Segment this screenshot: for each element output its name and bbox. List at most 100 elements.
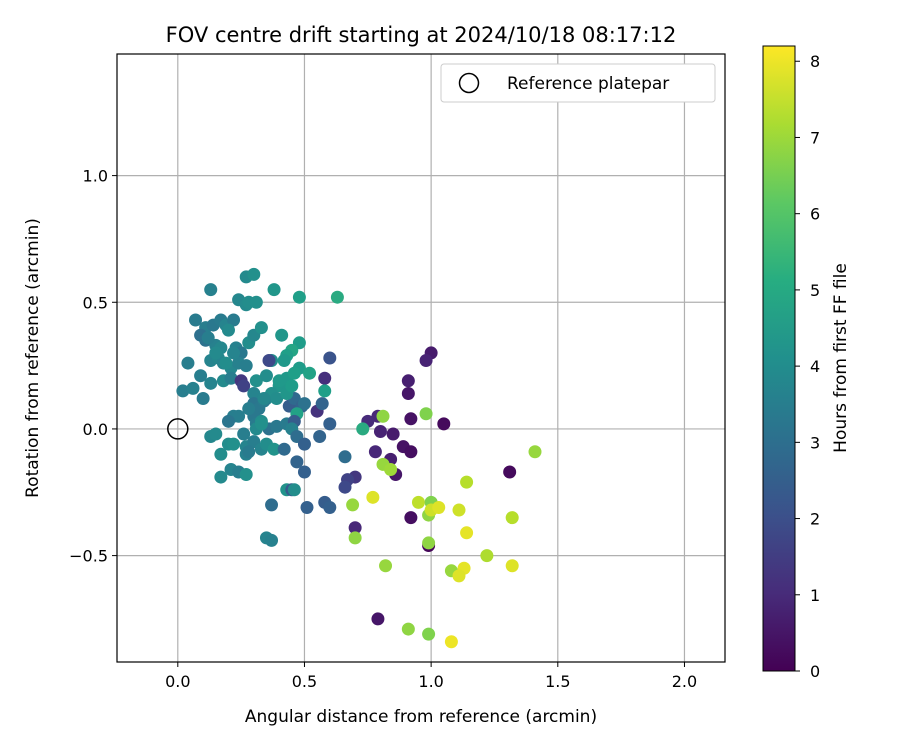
- data-point: [404, 511, 418, 525]
- data-point: [460, 475, 474, 489]
- data-point: [277, 442, 291, 456]
- data-point: [366, 490, 380, 504]
- data-point: [239, 359, 253, 373]
- data-point: [300, 500, 314, 514]
- data-point: [285, 379, 299, 393]
- x-tick-label: 0.5: [292, 672, 317, 691]
- data-point: [204, 283, 218, 297]
- data-point: [265, 533, 279, 547]
- data-point: [318, 371, 332, 385]
- data-point: [368, 445, 382, 459]
- data-point: [227, 437, 241, 451]
- data-point: [224, 371, 238, 385]
- data-point: [432, 500, 446, 514]
- colorbar-tick-label: 7: [810, 128, 820, 147]
- legend-box: [440, 63, 716, 103]
- data-point: [209, 346, 223, 360]
- data-point: [214, 470, 228, 484]
- data-point: [257, 392, 271, 406]
- data-point: [292, 290, 306, 304]
- data-point: [254, 321, 268, 335]
- colorbar-ticks: 0 1 2 3 4 5 6 7 8: [795, 52, 820, 681]
- legend: Reference platepar: [440, 63, 716, 103]
- data-point: [247, 267, 261, 281]
- colorbar-tick-label: 2: [810, 510, 820, 529]
- data-point: [249, 374, 263, 388]
- data-point: [214, 447, 228, 461]
- data-point: [503, 465, 517, 479]
- reference-platepar-marker: [167, 418, 189, 440]
- colorbar-tick-label: 3: [810, 433, 820, 452]
- data-point: [419, 354, 433, 368]
- data-point: [194, 369, 208, 383]
- data-point: [239, 468, 253, 482]
- colorbar-tick-label: 8: [810, 52, 820, 71]
- colorbar-tick-label: 5: [810, 281, 820, 300]
- data-point: [419, 407, 433, 421]
- data-point: [297, 397, 311, 411]
- data-point: [267, 442, 281, 456]
- colorbar-tick-label: 1: [810, 586, 820, 605]
- data-point: [348, 531, 362, 545]
- colorbar-tick-label: 6: [810, 205, 820, 224]
- chart-title: FOV centre drift starting at 2024/10/18 …: [166, 23, 677, 47]
- data-point: [227, 346, 241, 360]
- data-point: [384, 462, 398, 476]
- x-tick-label: 0.0: [165, 672, 190, 691]
- colorbar-gradient: [762, 45, 796, 672]
- data-point: [379, 559, 393, 573]
- data-point: [338, 450, 352, 464]
- data-point: [237, 379, 251, 393]
- data-point: [242, 402, 256, 416]
- colorbar: 0 1 2 3 4 5 6 7 8 Hours from first FF file: [762, 45, 851, 681]
- data-point: [330, 290, 344, 304]
- data-point: [376, 409, 390, 423]
- data-point: [221, 323, 235, 337]
- data-point: [323, 500, 337, 514]
- data-point: [247, 386, 261, 400]
- x-tick-label: 1.5: [545, 672, 570, 691]
- data-point: [189, 313, 203, 327]
- data-point: [404, 445, 418, 459]
- data-point: [219, 356, 233, 370]
- reference-layer: [167, 418, 189, 440]
- plot-frame: [116, 53, 726, 663]
- data-point: [242, 445, 256, 459]
- data-point: [323, 417, 337, 431]
- data-point: [437, 417, 451, 431]
- data-point: [267, 283, 281, 297]
- x-axis-label: Angular distance from reference (arcmin): [245, 707, 597, 727]
- colorbar-tick-label: 0: [810, 662, 820, 681]
- data-point: [338, 480, 352, 494]
- data-point: [259, 369, 273, 383]
- data-point: [401, 374, 415, 388]
- x-axis-ticks: 0.0 0.5 1.0 1.5 2.0: [165, 662, 697, 691]
- data-point: [401, 622, 415, 636]
- data-point: [404, 412, 418, 426]
- data-point: [186, 381, 200, 395]
- data-point: [181, 356, 195, 370]
- data-point: [371, 612, 385, 626]
- data-point: [452, 569, 466, 583]
- x-tick-label: 2.0: [672, 672, 697, 691]
- data-point: [401, 386, 415, 400]
- data-point: [315, 397, 329, 411]
- data-point: [270, 392, 284, 406]
- data-point: [422, 627, 436, 641]
- data-point: [265, 498, 279, 512]
- y-axis-label: Rotation from reference (arcmin): [23, 218, 43, 498]
- data-point: [303, 366, 317, 380]
- data-points: [176, 267, 542, 649]
- data-point: [270, 419, 284, 433]
- data-point: [313, 430, 327, 444]
- data-point: [318, 384, 332, 398]
- data-point: [348, 521, 362, 535]
- data-point: [262, 354, 276, 368]
- data-point: [201, 331, 215, 345]
- data-point: [386, 427, 400, 441]
- data-point: [460, 526, 474, 540]
- data-point: [528, 445, 542, 459]
- data-point: [346, 498, 360, 512]
- data-point: [373, 424, 387, 438]
